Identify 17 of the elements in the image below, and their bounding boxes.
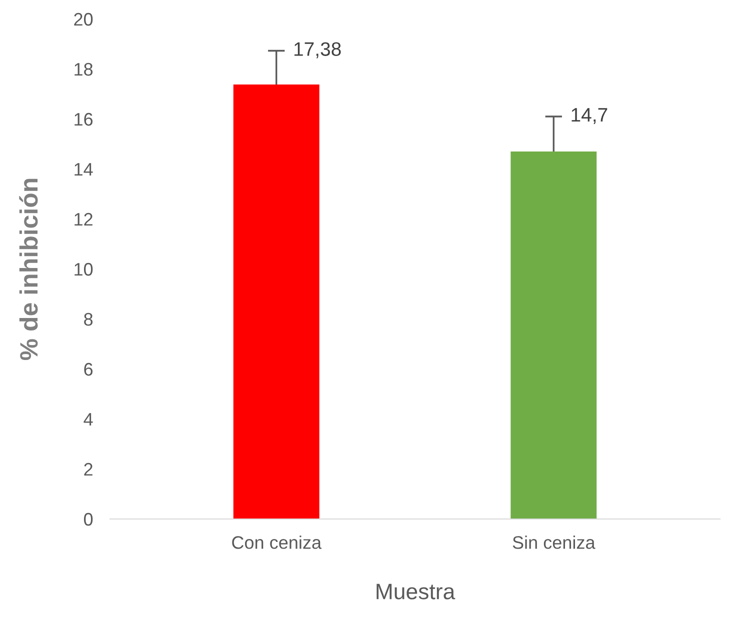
y-tick-label: 6 — [84, 362, 93, 376]
y-tick-label: 18 — [74, 62, 93, 76]
data-label: 17,38 — [294, 42, 341, 58]
y-tick-label: 14 — [74, 163, 93, 176]
y-tick-label: 0 — [84, 512, 93, 526]
y-tick-label: 2 — [84, 462, 92, 476]
x-tick-label: Con ceniza — [232, 536, 322, 549]
x-axis-title: Muestra — [376, 584, 456, 600]
y-tick-label: 20 — [74, 12, 93, 26]
data-label: 14,7 — [572, 108, 608, 124]
y-tick-label: 16 — [74, 112, 93, 126]
y-axis-title: % de inhibición — [19, 178, 38, 360]
y-tick-label: 12 — [74, 212, 92, 226]
y-tick-label: 8 — [84, 312, 93, 326]
x-tick-label: Sin ceniza — [512, 536, 596, 549]
y-tick-label: 4 — [84, 413, 93, 426]
y-tick-label: 10 — [74, 262, 93, 276]
